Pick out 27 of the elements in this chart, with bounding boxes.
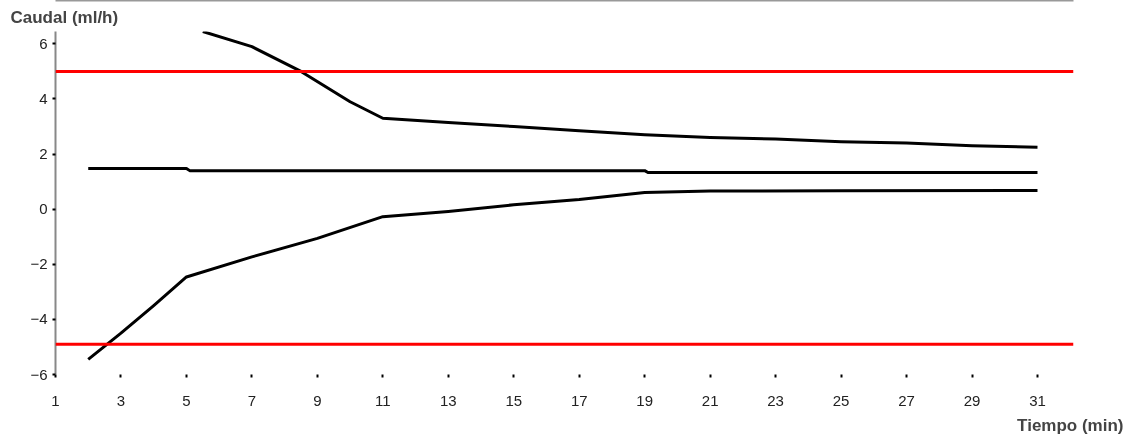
x-tick-label: 15 <box>505 391 523 409</box>
x-axis-title: Tiempo (min) <box>1017 415 1123 435</box>
x-tick-label: 19 <box>636 391 654 409</box>
x-tick-label: 1 <box>51 391 60 409</box>
x-tick-label: 21 <box>701 391 719 409</box>
x-tick-label: 27 <box>898 391 915 409</box>
x-tick-label: 13 <box>439 391 457 409</box>
y-tick-label: 6 <box>39 34 48 52</box>
x-tick-label: 11 <box>375 391 391 409</box>
x-tick-label: 3 <box>116 391 126 409</box>
y-tick-label: −6 <box>30 365 48 383</box>
y-tick-label: −2 <box>30 255 48 273</box>
x-tick-label: 29 <box>963 391 981 409</box>
y-tick-label: 0 <box>39 200 48 218</box>
line-series <box>201 31 1039 149</box>
x-tick-label: 31 <box>1029 391 1046 409</box>
x-tick-label: 9 <box>313 391 322 409</box>
line-series <box>86 188 1039 361</box>
y-tick-label: 4 <box>39 90 48 107</box>
x-tick-label: 25 <box>832 391 850 409</box>
x-tick-label: 23 <box>767 391 784 409</box>
x-tick-label: 5 <box>182 391 191 409</box>
x-tick-label: 17 <box>570 391 588 409</box>
x-tick-label: 7 <box>247 391 257 409</box>
y-axis-title: Caudal (ml/h) <box>10 7 119 27</box>
y-tick-label: −4 <box>30 310 48 328</box>
y-tick-label: 2 <box>39 145 48 163</box>
